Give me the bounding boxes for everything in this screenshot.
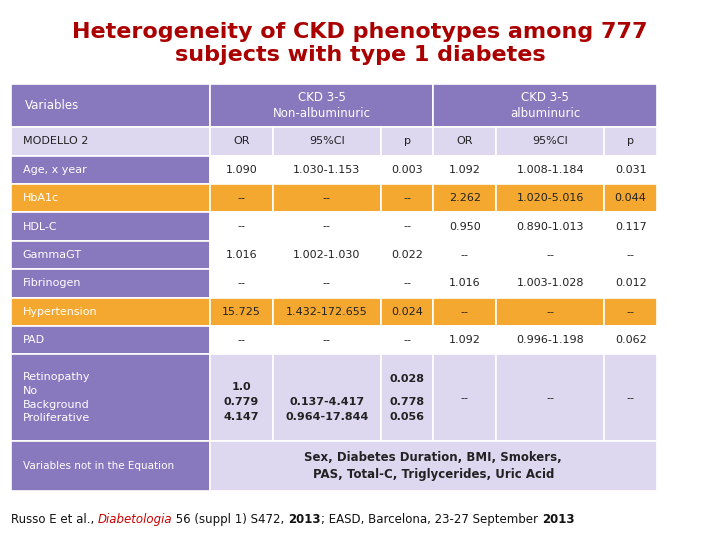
Text: --: -- xyxy=(461,250,469,260)
Text: 0.890-1.013: 0.890-1.013 xyxy=(516,221,584,232)
Text: HbA1c: HbA1c xyxy=(23,193,59,203)
Text: p: p xyxy=(404,136,410,146)
Text: ; EASD, Barcelona, 23-27 September: ; EASD, Barcelona, 23-27 September xyxy=(321,513,541,526)
Text: 0.028: 0.028 xyxy=(390,374,425,384)
Text: 0.003: 0.003 xyxy=(392,165,423,175)
Text: Sex, Diabetes Duration, BMI, Smokers,
PAS, Total-C, Triglycerides, Uric Acid: Sex, Diabetes Duration, BMI, Smokers, PA… xyxy=(305,451,562,481)
Text: 0.137-4.417: 0.137-4.417 xyxy=(289,397,364,407)
Text: MODELLO 2: MODELLO 2 xyxy=(23,136,88,146)
Text: --: -- xyxy=(403,221,411,232)
Text: Fibrinogen: Fibrinogen xyxy=(23,279,81,288)
Text: 1.092: 1.092 xyxy=(449,335,481,345)
Text: --: -- xyxy=(403,279,411,288)
Text: 0.964-17.844: 0.964-17.844 xyxy=(285,412,369,422)
Text: Variables: Variables xyxy=(24,99,79,112)
Text: 0.996-1.198: 0.996-1.198 xyxy=(516,335,584,345)
Text: 1.008-1.184: 1.008-1.184 xyxy=(516,165,584,175)
Text: 0.022: 0.022 xyxy=(391,250,423,260)
Text: PAD: PAD xyxy=(23,335,45,345)
Text: Retinopathy
No
Background
Proliferative: Retinopathy No Background Proliferative xyxy=(23,373,90,423)
Text: --: -- xyxy=(546,393,554,403)
Text: --: -- xyxy=(238,279,246,288)
Text: 0.024: 0.024 xyxy=(391,307,423,317)
Text: GammaGT: GammaGT xyxy=(23,250,82,260)
Text: 1.030-1.153: 1.030-1.153 xyxy=(293,165,361,175)
Text: 0.950: 0.950 xyxy=(449,221,481,232)
Text: OR: OR xyxy=(233,136,250,146)
Text: 1.020-5.016: 1.020-5.016 xyxy=(517,193,584,203)
Text: --: -- xyxy=(461,393,469,403)
Text: 1.002-1.030: 1.002-1.030 xyxy=(293,250,361,260)
Text: 0.779: 0.779 xyxy=(224,397,259,407)
Text: --: -- xyxy=(626,307,634,317)
Text: 1.090: 1.090 xyxy=(225,165,257,175)
Text: --: -- xyxy=(626,393,634,403)
Text: 0.778: 0.778 xyxy=(390,397,425,407)
Text: p: p xyxy=(627,136,634,146)
Text: 1.016: 1.016 xyxy=(225,250,257,260)
Text: Hypertension: Hypertension xyxy=(23,307,97,317)
Text: Age, x year: Age, x year xyxy=(23,165,86,175)
Text: 0.062: 0.062 xyxy=(615,335,647,345)
Text: CKD 3-5
albuminuric: CKD 3-5 albuminuric xyxy=(510,91,580,120)
Text: --: -- xyxy=(238,335,246,345)
Text: --: -- xyxy=(323,279,330,288)
Text: 1.432-172.655: 1.432-172.655 xyxy=(286,307,368,317)
Text: --: -- xyxy=(403,193,411,203)
Text: Russo E et al.,: Russo E et al., xyxy=(11,513,98,526)
Text: 95%CI: 95%CI xyxy=(532,136,568,146)
Text: --: -- xyxy=(238,193,246,203)
Text: --: -- xyxy=(626,250,634,260)
Text: 95%CI: 95%CI xyxy=(309,136,345,146)
Text: 0.056: 0.056 xyxy=(390,412,425,422)
Text: 1.003-1.028: 1.003-1.028 xyxy=(516,279,584,288)
Text: --: -- xyxy=(323,335,330,345)
Text: --: -- xyxy=(323,221,330,232)
Text: 56 (suppl 1) S472,: 56 (suppl 1) S472, xyxy=(172,513,289,526)
Text: CKD 3-5
Non-albuminuric: CKD 3-5 Non-albuminuric xyxy=(273,91,371,120)
Text: 4.147: 4.147 xyxy=(223,412,259,422)
Text: --: -- xyxy=(238,221,246,232)
Text: Heterogeneity of CKD phenotypes among 777
subjects with type 1 diabetes: Heterogeneity of CKD phenotypes among 77… xyxy=(72,22,648,65)
Text: 0.012: 0.012 xyxy=(615,279,647,288)
Text: 0.031: 0.031 xyxy=(615,165,647,175)
Text: --: -- xyxy=(461,307,469,317)
Text: --: -- xyxy=(323,193,330,203)
Text: --: -- xyxy=(546,307,554,317)
Text: 0.117: 0.117 xyxy=(615,221,647,232)
Text: HDL-C: HDL-C xyxy=(23,221,58,232)
Text: 2013: 2013 xyxy=(541,513,574,526)
Text: 1.016: 1.016 xyxy=(449,279,480,288)
Text: Diabetologia: Diabetologia xyxy=(98,513,172,526)
Text: 0.044: 0.044 xyxy=(615,193,647,203)
Text: 1.0: 1.0 xyxy=(231,382,251,393)
Text: 1.092: 1.092 xyxy=(449,165,481,175)
Text: --: -- xyxy=(546,250,554,260)
Text: 2.262: 2.262 xyxy=(449,193,481,203)
Text: 15.725: 15.725 xyxy=(222,307,261,317)
Text: --: -- xyxy=(403,335,411,345)
Text: Variables not in the Equation: Variables not in the Equation xyxy=(23,461,174,471)
Text: 2013: 2013 xyxy=(289,513,321,526)
Text: OR: OR xyxy=(456,136,473,146)
